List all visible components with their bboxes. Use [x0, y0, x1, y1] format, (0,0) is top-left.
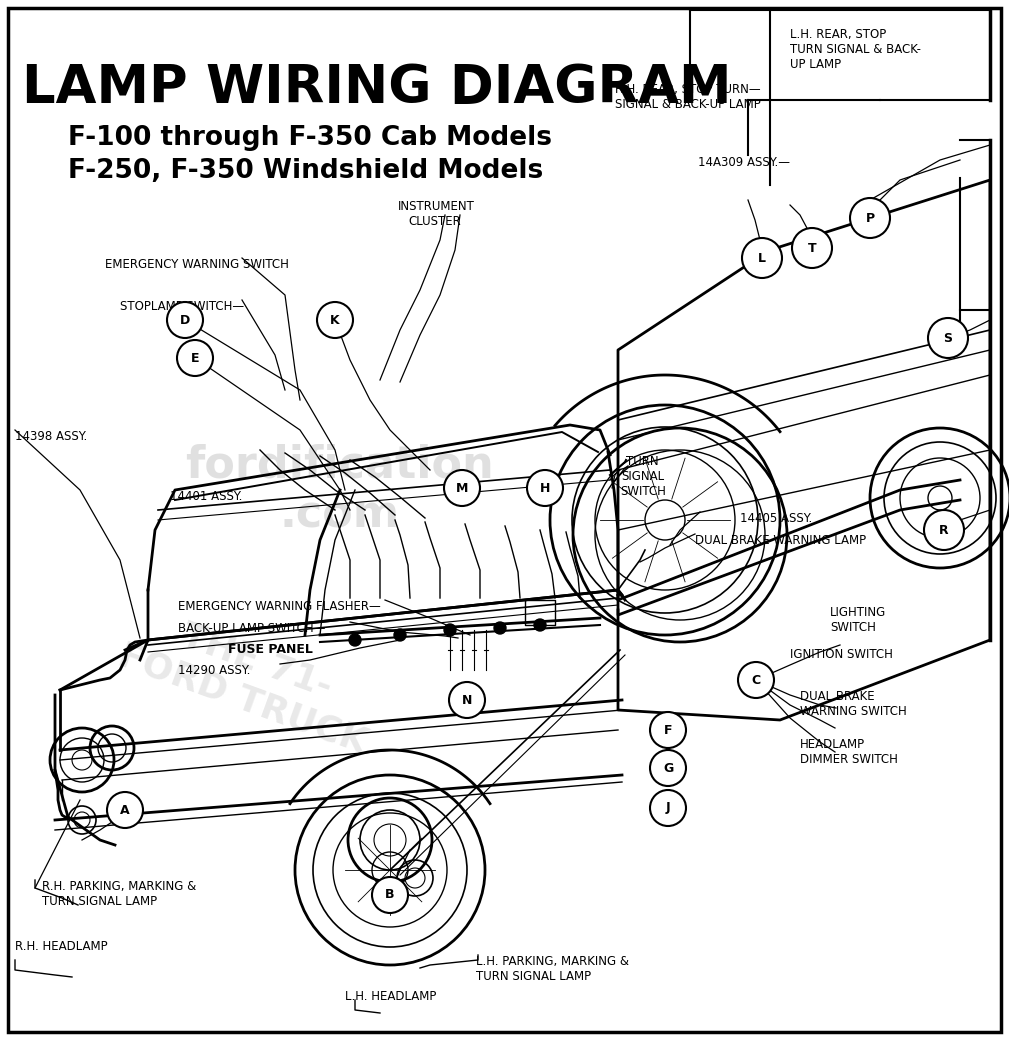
Text: K: K [330, 313, 340, 327]
Text: CLUSTER: CLUSTER [408, 215, 461, 228]
Text: SIGNAL: SIGNAL [621, 470, 664, 483]
Circle shape [494, 622, 506, 634]
Text: HEADLAMP: HEADLAMP [800, 738, 865, 751]
Text: 14405 ASSY.: 14405 ASSY. [740, 512, 812, 525]
Text: M: M [456, 482, 468, 494]
Circle shape [349, 634, 361, 646]
Circle shape [527, 470, 563, 506]
Text: TURN SIGNAL & BACK-: TURN SIGNAL & BACK- [790, 43, 921, 56]
Text: L: L [758, 252, 766, 264]
Text: TURN SIGNAL LAMP: TURN SIGNAL LAMP [42, 895, 157, 908]
Text: WARNING SWITCH: WARNING SWITCH [800, 705, 907, 718]
Text: H: H [540, 482, 550, 494]
Text: TURN: TURN [626, 456, 659, 468]
Circle shape [107, 792, 143, 828]
Text: N: N [462, 694, 472, 706]
Circle shape [742, 238, 782, 278]
Text: THE 71-
FORD TRUCK: THE 71- FORD TRUCK [114, 601, 385, 759]
Text: J: J [666, 802, 670, 814]
Circle shape [444, 470, 480, 506]
Text: C: C [752, 674, 761, 686]
Text: LIGHTING: LIGHTING [830, 606, 886, 619]
Text: F-100 through F-350 Cab Models: F-100 through F-350 Cab Models [68, 125, 552, 151]
Text: INSTRUMENT: INSTRUMENT [398, 200, 475, 213]
Text: DUAL BRAKE: DUAL BRAKE [800, 690, 875, 703]
Text: FUSE PANEL: FUSE PANEL [228, 643, 313, 656]
Text: E: E [191, 352, 199, 364]
Circle shape [534, 619, 546, 631]
Text: EMERGENCY WARNING SWITCH: EMERGENCY WARNING SWITCH [105, 258, 289, 271]
Text: G: G [663, 761, 673, 775]
Text: R.H. PARKING, MARKING &: R.H. PARKING, MARKING & [42, 880, 196, 893]
Text: DUAL BRAKE WARNING LAMP: DUAL BRAKE WARNING LAMP [695, 534, 866, 547]
Text: BACK-UP LAMP SWITCH—: BACK-UP LAMP SWITCH— [178, 622, 325, 635]
Text: F-250, F-350 Windshield Models: F-250, F-350 Windshield Models [68, 158, 543, 184]
Text: LAMP WIRING DIAGRAM: LAMP WIRING DIAGRAM [22, 62, 732, 114]
Text: 14401 ASSY.: 14401 ASSY. [170, 490, 242, 503]
Text: R.H. REAR, STOP TURN—: R.H. REAR, STOP TURN— [615, 83, 761, 96]
Text: UP LAMP: UP LAMP [790, 58, 842, 71]
Circle shape [444, 624, 456, 636]
Circle shape [650, 750, 686, 786]
Text: T: T [807, 241, 816, 255]
Text: STOPLAMP SWITCH—: STOPLAMP SWITCH— [120, 300, 244, 313]
Text: 14398 ASSY.: 14398 ASSY. [15, 430, 87, 443]
Circle shape [372, 877, 408, 913]
Circle shape [650, 712, 686, 748]
Text: SWITCH: SWITCH [620, 485, 666, 498]
Circle shape [850, 198, 890, 238]
Circle shape [317, 302, 353, 338]
Circle shape [177, 340, 213, 376]
Text: fordification
.com: fordification .com [186, 444, 494, 537]
Text: DIMMER SWITCH: DIMMER SWITCH [800, 753, 898, 766]
Circle shape [792, 228, 832, 268]
Circle shape [449, 682, 485, 718]
Circle shape [924, 510, 964, 550]
Text: L.H. HEADLAMP: L.H. HEADLAMP [345, 990, 436, 1003]
Circle shape [167, 302, 203, 338]
Circle shape [738, 662, 774, 698]
Text: EMERGENCY WARNING FLASHER—: EMERGENCY WARNING FLASHER— [178, 600, 380, 613]
Text: B: B [385, 888, 395, 902]
Text: SIGNAL & BACK-UP LAMP: SIGNAL & BACK-UP LAMP [615, 98, 761, 111]
Text: F: F [664, 724, 672, 736]
Text: R: R [939, 523, 948, 537]
Text: D: D [180, 313, 190, 327]
Text: 14290 ASSY.: 14290 ASSY. [178, 664, 250, 677]
Text: 14A309 ASSY.—: 14A309 ASSY.— [698, 156, 790, 168]
Text: IGNITION SWITCH: IGNITION SWITCH [790, 648, 893, 661]
Circle shape [650, 790, 686, 826]
Text: SWITCH: SWITCH [830, 621, 876, 634]
Circle shape [928, 318, 968, 358]
Text: A: A [120, 804, 130, 816]
Text: S: S [943, 332, 952, 344]
Text: L.H. REAR, STOP: L.H. REAR, STOP [790, 28, 886, 41]
Text: L.H. PARKING, MARKING &: L.H. PARKING, MARKING & [476, 955, 629, 968]
Text: R.H. HEADLAMP: R.H. HEADLAMP [15, 940, 108, 953]
Circle shape [394, 629, 406, 641]
Text: P: P [866, 211, 875, 225]
Text: TURN SIGNAL LAMP: TURN SIGNAL LAMP [476, 970, 591, 983]
